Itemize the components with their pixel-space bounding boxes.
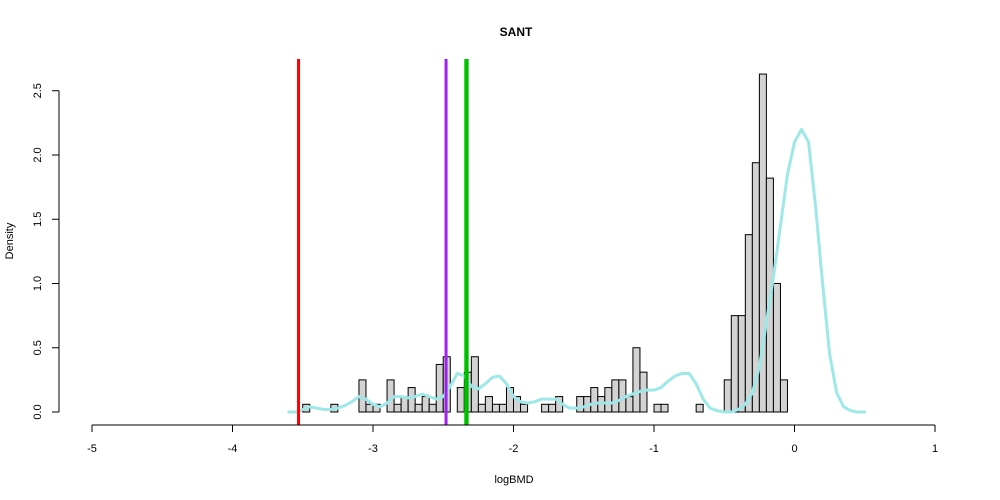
y-tick-label: 2.0 [32,147,44,162]
histogram-bars [302,73,788,413]
y-axis-title: Density [4,222,16,259]
histogram-bar [632,347,641,413]
histogram-bar [491,403,500,413]
histogram-bar [428,403,437,413]
x-tick-label: -2 [509,443,519,455]
histogram-bar [414,403,423,413]
histogram-bar [744,234,753,413]
histogram-bar [477,403,486,413]
histogram-bar [695,403,704,413]
chart-title: SANT [500,25,533,39]
y-tick-label: 1.0 [32,276,44,291]
x-tick-label: 0 [791,443,797,455]
histogram-bar [590,387,599,413]
histogram-bar [520,403,529,413]
histogram-bar [548,403,557,413]
x-tick-label: -5 [87,443,97,455]
histogram-bar [421,396,430,413]
histogram-bar [435,363,444,413]
histogram-bar [730,315,739,413]
x-tick-label: -4 [228,443,238,455]
histogram-bar [456,387,465,413]
x-axis-title: logBMD [494,474,533,486]
y-tick-label: 2.5 [32,83,44,98]
histogram-bar [470,356,479,413]
density-curve [287,127,867,414]
histogram-bar [484,396,493,413]
histogram-bar [541,403,550,413]
histogram-bar [625,396,634,413]
y-tick-label: 1.5 [32,212,44,227]
histogram-bar [393,403,402,413]
x-tick-label: -3 [368,443,378,455]
histogram-bar [498,403,507,413]
y-tick-label: 0.5 [32,340,44,355]
histogram-bar [723,379,732,413]
histogram-bar [365,403,374,413]
y-tick-label: 0.0 [32,404,44,419]
y-axis: 0.0 0.5 1.0 1.5 2.0 2.5 [32,83,60,420]
histogram-bar [772,283,781,413]
histogram-bar [779,379,788,413]
x-tick-label: -1 [649,443,659,455]
histogram-bar [576,396,585,413]
x-axis: -5 -4 -3 -2 -1 0 1 [87,424,938,455]
histogram-bar [653,403,662,413]
histogram-bar [611,379,620,413]
density-curve-layer [287,127,867,414]
x-tick-label: 1 [932,443,938,455]
histogram-bar [407,387,416,413]
histogram-bar [660,403,669,413]
histogram-bar [604,387,613,413]
reference-lines [297,59,469,425]
histogram-bar [737,315,746,413]
